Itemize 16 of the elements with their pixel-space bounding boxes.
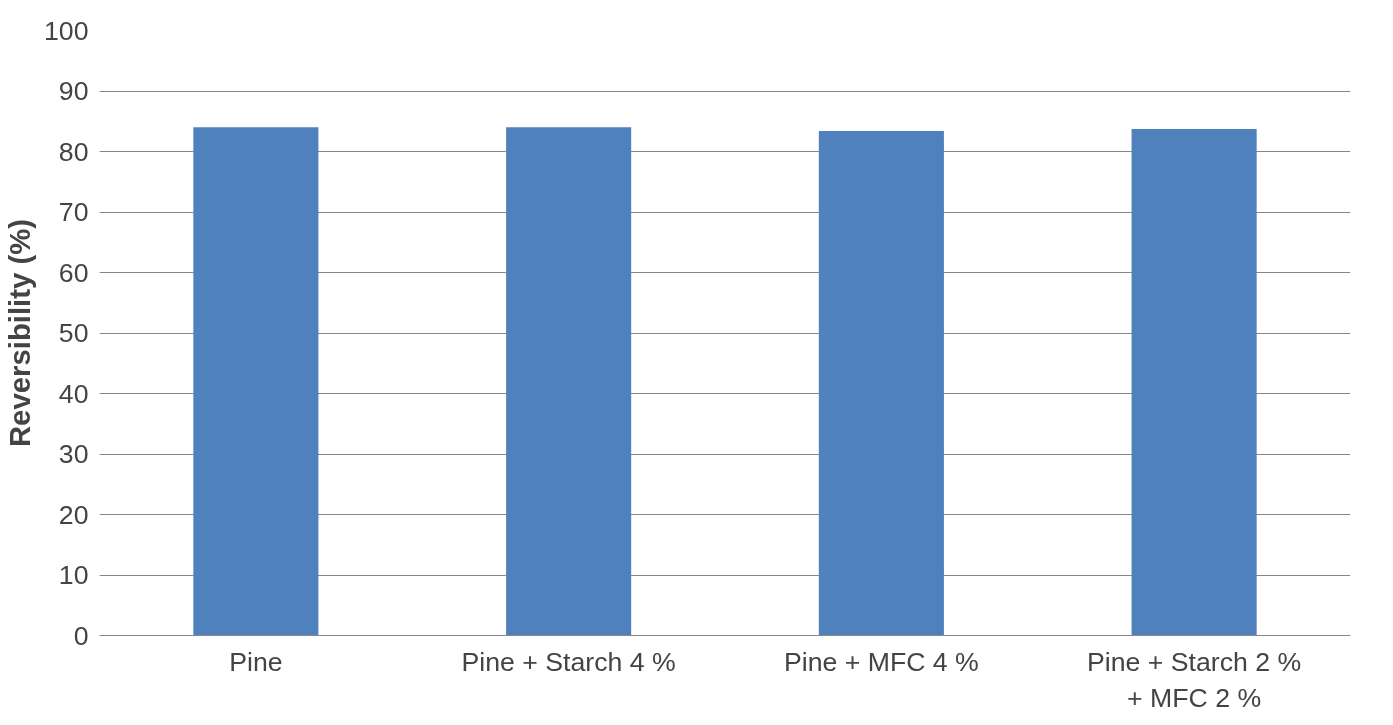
y-tick-label: 90	[58, 76, 89, 106]
y-tick-label: 100	[44, 15, 89, 46]
y-tick-label: 30	[58, 439, 89, 469]
y-tick-label: 80	[58, 136, 89, 167]
y-axis-title: Reversibility (%)	[3, 218, 37, 448]
y-tick-label: 10	[58, 560, 89, 590]
x-tick-label: Pine + MFC 4 %	[783, 646, 979, 677]
y-tick-label: 60	[58, 257, 89, 288]
x-tick-label: Pine + Starch 2 % + MFC 2 %	[1087, 646, 1302, 713]
y-tick-label: 20	[58, 499, 89, 530]
x-tick-label: Pine	[229, 646, 283, 677]
x-tick-label: Pine + Starch 4 %	[461, 646, 676, 677]
y-tick-label: 70	[58, 197, 89, 227]
y-tick-label: 0	[73, 620, 89, 651]
y-tick-label: 50	[58, 318, 89, 348]
y-tick-label: 40	[58, 378, 89, 409]
